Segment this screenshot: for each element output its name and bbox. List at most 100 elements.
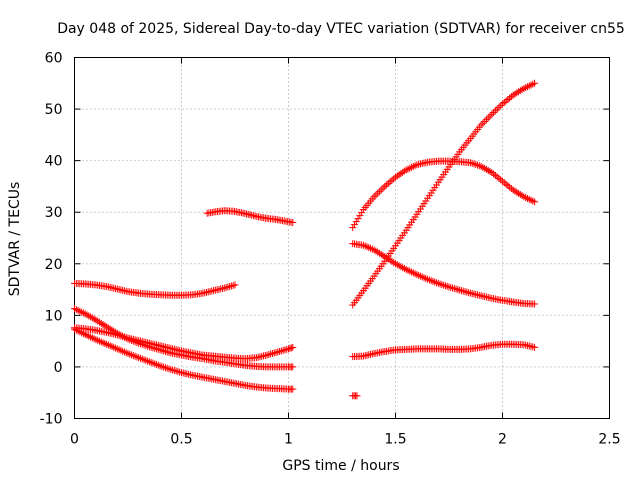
data-point: [136, 354, 144, 362]
y-tick-label: 40: [45, 154, 63, 170]
data-point: [529, 197, 537, 205]
data-point: [103, 340, 111, 348]
data-point: [399, 264, 407, 272]
data-point: [361, 242, 369, 250]
y-axis-label: SDTVAR / TECUs: [7, 182, 23, 297]
plot-frame: [74, 57, 610, 419]
data-point: [406, 267, 414, 275]
data-point: [452, 285, 460, 293]
data-point: [352, 218, 360, 226]
data-point: [454, 286, 462, 294]
x-tick-label: 1.5: [384, 432, 406, 448]
data-point: [101, 322, 109, 330]
series-track-f: [349, 392, 361, 400]
data-points: [71, 79, 539, 400]
data-point: [94, 317, 102, 325]
data-point: [122, 349, 130, 357]
data-point: [158, 362, 166, 370]
data-point: [470, 160, 478, 168]
data-point: [74, 327, 82, 335]
data-point: [231, 281, 239, 289]
data-point: [506, 183, 514, 191]
y-tick-label: 30: [45, 205, 63, 221]
data-point: [90, 315, 98, 323]
data-point: [383, 254, 391, 262]
data-point: [222, 284, 230, 292]
data-point: [81, 330, 89, 338]
data-point: [101, 339, 109, 347]
data-point: [367, 244, 375, 252]
data-point: [87, 313, 95, 321]
data-point: [71, 305, 78, 313]
data-point: [402, 166, 410, 174]
data-point: [83, 311, 91, 319]
y-tick-label: 60: [45, 51, 63, 67]
data-point: [507, 185, 515, 193]
data-point: [479, 163, 487, 171]
data-point: [87, 333, 95, 341]
series-track-h: [349, 79, 539, 309]
data-point: [145, 358, 153, 366]
data-point: [490, 109, 498, 117]
series-track-j: [349, 340, 539, 361]
data-point: [131, 352, 139, 360]
data-point: [475, 162, 483, 170]
data-point: [495, 174, 503, 182]
data-point: [400, 265, 408, 273]
data-point: [349, 224, 357, 232]
data-point: [425, 276, 433, 284]
data-point: [370, 193, 378, 201]
data-point: [493, 105, 501, 113]
data-point: [411, 162, 419, 170]
data-point: [274, 348, 282, 356]
data-point: [226, 282, 234, 290]
data-point: [122, 334, 130, 342]
data-point: [72, 306, 80, 314]
data-point: [272, 348, 280, 356]
data-point: [289, 343, 297, 351]
data-point: [286, 344, 294, 352]
data-point: [377, 250, 385, 258]
x-tick-label: 1: [284, 432, 293, 448]
data-point: [477, 121, 485, 129]
data-point: [506, 94, 514, 102]
data-point: [443, 282, 451, 290]
data-point: [431, 278, 439, 286]
data-point: [368, 245, 376, 253]
data-point: [408, 163, 416, 171]
data-point: [424, 275, 432, 283]
data-point: [516, 87, 524, 95]
data-point: [522, 194, 530, 202]
data-point: [513, 188, 521, 196]
data-point: [167, 366, 175, 374]
data-point: [289, 385, 297, 393]
data-point: [267, 350, 275, 358]
data-point: [120, 348, 128, 356]
data-point: [370, 246, 378, 254]
data-point: [277, 347, 285, 355]
data-point: [486, 167, 494, 175]
data-point: [390, 175, 398, 183]
data-point: [142, 356, 150, 364]
data-point: [71, 325, 78, 333]
data-point: [397, 170, 405, 178]
data-point: [112, 344, 120, 352]
data-point: [90, 335, 98, 343]
data-point: [106, 342, 114, 350]
data-point: [474, 161, 482, 169]
data-point: [520, 84, 528, 92]
data-point: [386, 178, 394, 186]
data-point: [393, 172, 401, 180]
data-point: [108, 343, 116, 351]
data-point: [509, 91, 517, 99]
data-point: [372, 247, 380, 255]
data-point: [85, 312, 93, 320]
data-point: [504, 182, 512, 190]
data-point: [465, 289, 473, 297]
data-point: [356, 212, 364, 220]
data-point: [411, 270, 419, 278]
data-point: [393, 261, 401, 269]
data-point: [497, 102, 505, 110]
data-point: [147, 358, 155, 366]
data-point: [372, 191, 380, 199]
